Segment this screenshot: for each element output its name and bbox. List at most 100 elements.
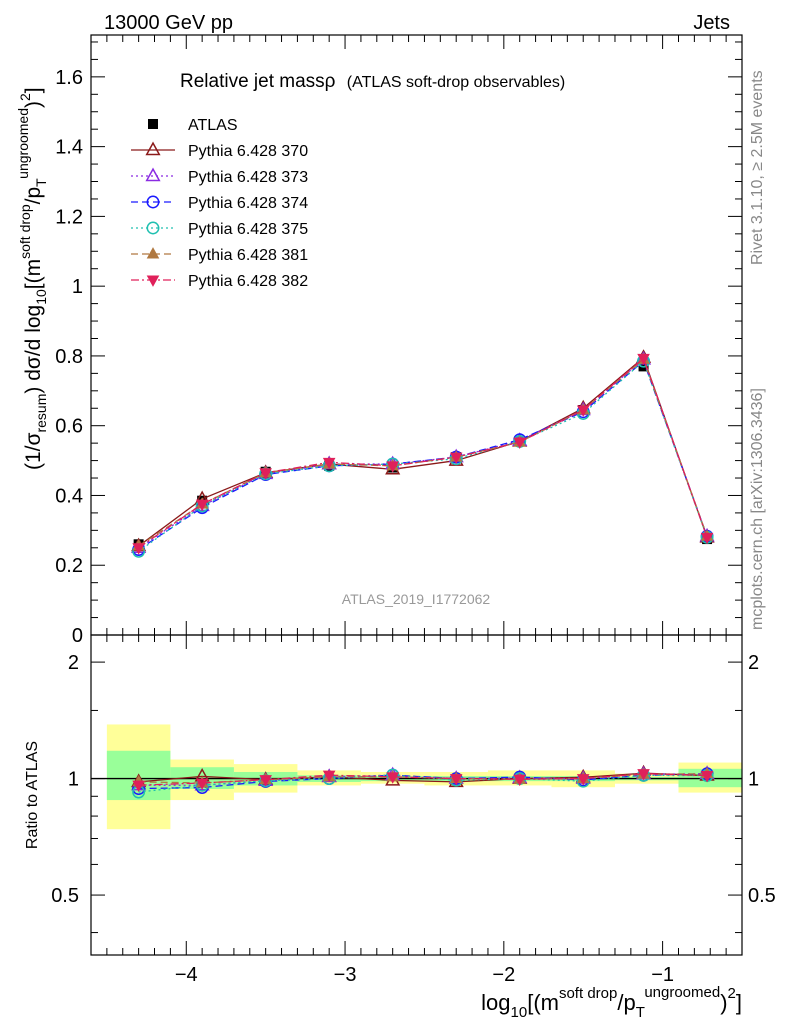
xlabel-sub2: T [636, 1004, 645, 1021]
main-title-text: Relative jet massρ [180, 71, 336, 92]
data-point [449, 452, 463, 464]
ylabel-post4: ] [22, 87, 45, 93]
ylabel-sub2: 10 [33, 289, 49, 305]
series-1 [131, 349, 715, 552]
y-tick-label: 1 [72, 276, 83, 298]
legend-marker [148, 119, 158, 129]
xlabel-post1: [(m [527, 990, 559, 1015]
main-subtitle: (ATLAS soft-drop observables) [347, 74, 565, 91]
legend-entry-1: Pythia 6.428 370 [131, 141, 308, 160]
ratio-frame [90, 634, 743, 956]
xlabel-pre: log [481, 990, 510, 1015]
ylabel-post1: [(m [22, 259, 45, 289]
ratio-line-6 [138, 772, 708, 786]
y-tick-label: 1.4 [55, 137, 83, 159]
xlabel-post4: ] [736, 990, 742, 1015]
ratio-panel: 0.5 0.5 1 1 2 2 −4 −3 −2 −1 Ratio to ATLAS log10[… [24, 634, 776, 1021]
series-line-1 [138, 356, 708, 547]
ratio-point [259, 775, 272, 787]
xlabel-sup1: soft drop [559, 985, 617, 1002]
ratio-y-tick-label-right: 0.5 [748, 885, 776, 907]
data-point [195, 499, 209, 512]
ratio-ticks: 0.5 0.5 1 1 2 2 −4 −3 −2 −1 [51, 635, 776, 986]
main-title: Relative jet massρ (ATLAS soft-drop obse… [180, 71, 565, 92]
x-tick-label: −4 [175, 964, 198, 986]
ratio-y-tick-label-right: 1 [748, 769, 759, 791]
x-tick-label: −3 [334, 964, 357, 986]
legend-entry-3: Pythia 6.428 374 [131, 195, 308, 212]
series-line-5 [138, 358, 708, 547]
xlabel-post3: ) [720, 990, 727, 1015]
xlabel-post2: /p [617, 990, 635, 1015]
series-3 [132, 354, 714, 556]
ratio-point [322, 770, 336, 783]
mcplots-label: mcplots.cern.ch [arXiv:1306.3436] [749, 388, 766, 630]
ratio-line-4 [138, 774, 708, 793]
x-axis-label: log10[(msoft drop/pTungroomed)2] [481, 984, 742, 1021]
y-tick-label: 0 [72, 625, 83, 647]
ratio-point [637, 769, 650, 781]
ratio-point [449, 774, 463, 786]
series-5 [132, 352, 714, 551]
ratio-point [386, 772, 399, 784]
series-4 [132, 354, 714, 558]
series-line-4 [138, 360, 708, 552]
data-point [700, 532, 714, 545]
ratio-series-6 [132, 769, 714, 793]
data-point [132, 543, 145, 555]
y-tick-label: 0.4 [55, 485, 83, 507]
ylabel-sup3: 2 [17, 93, 33, 101]
series-line-6 [138, 357, 708, 549]
legend-marker [146, 247, 160, 259]
xlabel-sub1: 10 [511, 1004, 528, 1021]
legend-label: Pythia 6.428 381 [188, 247, 308, 264]
ylabel-mid: ) dσ/d log [22, 305, 45, 394]
legend-entry-4: Pythia 6.428 375 [131, 221, 308, 238]
header-right: Jets [693, 12, 730, 34]
legend-marker [145, 167, 161, 182]
data-point [322, 457, 336, 470]
main-y-ticks: 0 0.2 0.4 0.6 0.8 1 1.2 1.4 1.6 [55, 35, 742, 647]
main-y-axis-label: (1/σresum) dσ/d log10[(msoft drop/pTungr… [15, 87, 49, 470]
ratio-point [700, 771, 714, 783]
x-tick-label: −1 [651, 964, 674, 986]
legend-entry-0: ATLAS [148, 117, 238, 134]
legend-marker [146, 275, 160, 287]
legend-label: Pythia 6.428 373 [188, 169, 308, 186]
header-left: 13000 GeV pp [104, 12, 233, 34]
ylabel-pre: (1/σ [22, 432, 45, 470]
ylabel-sup1: soft drop [17, 204, 33, 259]
xlabel-sup2: ungroomed [644, 984, 720, 1001]
series-line-2 [138, 358, 708, 549]
ratio-point [513, 774, 527, 787]
legend: ATLAS Pythia 6.428 370 Pythia 6.428 373 Pyt… [131, 117, 308, 290]
y-tick-label: 1.2 [55, 206, 83, 228]
main-panel: 0 0.2 0.4 0.6 0.8 1 1.2 1.4 1.6 Relative jet mas… [15, 34, 743, 647]
legend-marker [145, 141, 161, 156]
ratio-point [195, 778, 209, 790]
ylabel-post3: ) [22, 101, 45, 108]
ratio-point [132, 780, 145, 793]
ylabel-post2: /p [22, 187, 45, 205]
legend-label: ATLAS [188, 117, 238, 134]
legend-entry-6: Pythia 6.428 382 [131, 273, 308, 290]
series-6 [132, 353, 714, 555]
legend-label: Pythia 6.428 382 [188, 273, 308, 290]
ratio-line-3 [138, 773, 708, 790]
y-tick-label: 0.8 [55, 346, 83, 368]
ratio-line-1 [138, 772, 708, 783]
series-line-3 [138, 360, 708, 551]
data-point [259, 468, 272, 480]
legend-entry-2: Pythia 6.428 373 [131, 167, 308, 186]
main-plot-layer [131, 349, 715, 558]
data-point [513, 437, 527, 449]
rivet-label: Rivet 3.1.10, ≥ 2.5M events [749, 70, 766, 265]
ratio-y-tick-label: 0.5 [51, 885, 79, 907]
ratio-plot-layer [91, 724, 742, 830]
ratio-y-tick-label: 2 [68, 652, 79, 674]
legend-entry-5: Pythia 6.428 381 [131, 247, 308, 264]
ylabel-sup2: ungroomed [15, 108, 31, 179]
ratio-y-tick-label-right: 2 [748, 652, 759, 674]
xlabel-sup3: 2 [728, 985, 736, 1002]
